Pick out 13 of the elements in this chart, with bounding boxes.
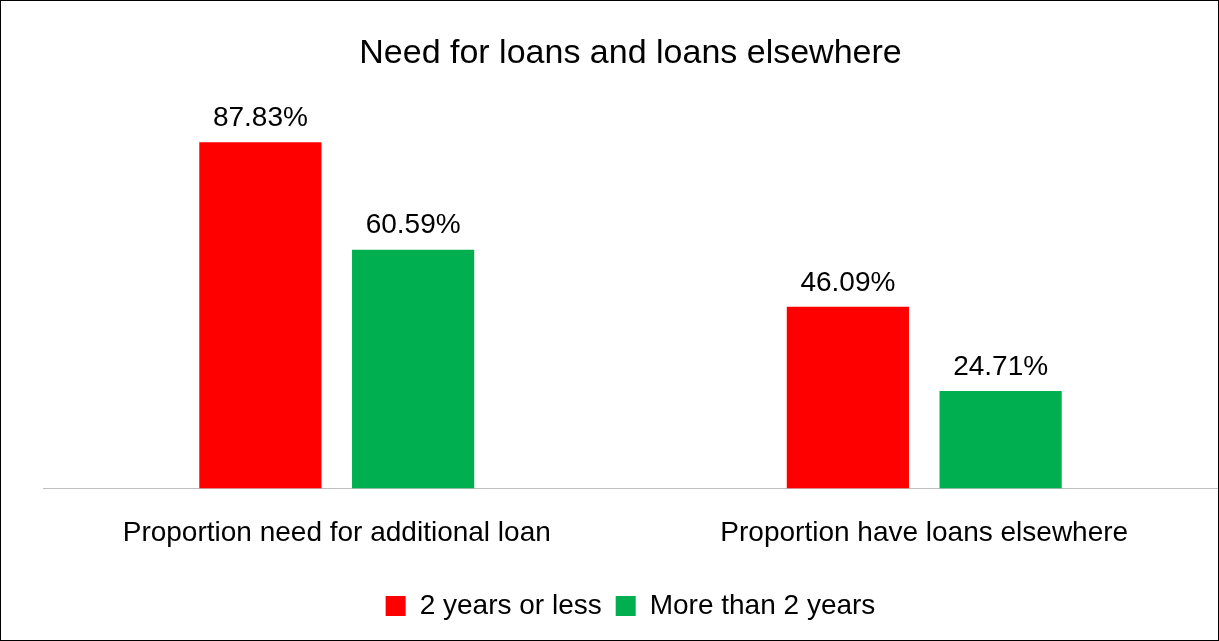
x-tick-label: Proportion have loans elsewhere	[720, 515, 1129, 547]
data-label: 24.71%	[953, 349, 1049, 381]
chart-title: Need for loans and loans elsewhere	[359, 31, 902, 70]
bar	[199, 142, 322, 489]
legend-label: 2 years or less	[419, 588, 602, 620]
data-label: 60.59%	[365, 208, 461, 240]
bar	[786, 306, 909, 489]
legend-label: More than 2 years	[649, 588, 876, 620]
data-label: 87.83%	[212, 101, 308, 133]
bar	[352, 249, 475, 489]
x-tick-label: Proportion need for additional loan	[122, 515, 551, 547]
bar	[939, 391, 1062, 489]
data-label: 46.09%	[800, 265, 896, 297]
